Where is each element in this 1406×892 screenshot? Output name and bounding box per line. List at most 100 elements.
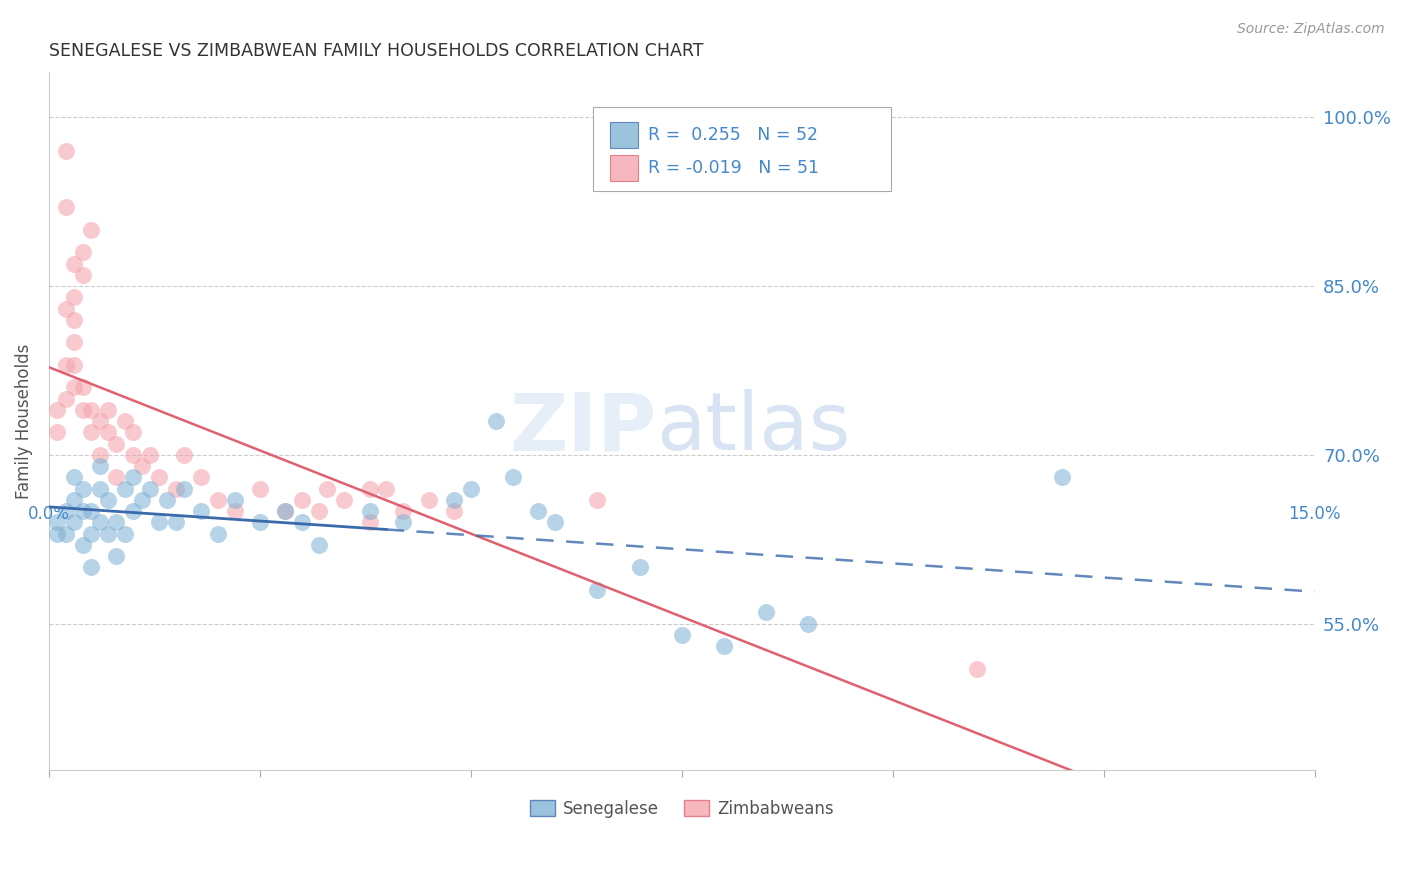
Point	[308, 504, 330, 518]
Point	[97, 493, 120, 508]
Point	[308, 538, 330, 552]
Point	[72, 538, 94, 552]
Point	[89, 482, 111, 496]
Point	[89, 459, 111, 474]
Point	[224, 493, 246, 508]
Point	[114, 414, 136, 428]
Text: SENEGALESE VS ZIMBABWEAN FAMILY HOUSEHOLDS CORRELATION CHART: SENEGALESE VS ZIMBABWEAN FAMILY HOUSEHOL…	[49, 42, 703, 60]
Point	[80, 223, 103, 237]
Point	[97, 403, 120, 417]
Point	[63, 470, 86, 484]
Point	[55, 201, 77, 215]
Point	[139, 448, 162, 462]
Point	[105, 516, 128, 530]
FancyBboxPatch shape	[593, 107, 890, 191]
Point	[97, 526, 120, 541]
Point	[502, 470, 524, 484]
Point	[122, 425, 145, 440]
Point	[392, 504, 415, 518]
Point	[105, 436, 128, 450]
Point	[80, 504, 103, 518]
Point	[165, 482, 187, 496]
Point	[148, 516, 170, 530]
Point	[131, 459, 153, 474]
Point	[249, 516, 271, 530]
Point	[628, 560, 651, 574]
Point	[63, 290, 86, 304]
Point	[671, 628, 693, 642]
Point	[586, 582, 609, 597]
Point	[55, 392, 77, 406]
Point	[148, 470, 170, 484]
Point	[105, 470, 128, 484]
Point	[89, 414, 111, 428]
Point	[63, 257, 86, 271]
Point	[72, 504, 94, 518]
Point	[114, 482, 136, 496]
Point	[173, 482, 195, 496]
Point	[1050, 470, 1073, 484]
Point	[274, 504, 297, 518]
Point	[72, 380, 94, 394]
Point	[544, 516, 567, 530]
Text: R =  0.255   N = 52: R = 0.255 N = 52	[648, 126, 818, 145]
Point	[190, 504, 212, 518]
Point	[207, 526, 229, 541]
Bar	[610, 154, 637, 181]
Point	[713, 639, 735, 653]
Point	[460, 482, 482, 496]
Point	[97, 425, 120, 440]
Point	[207, 493, 229, 508]
Y-axis label: Family Households: Family Households	[15, 343, 32, 499]
Point	[375, 482, 398, 496]
Point	[55, 504, 77, 518]
Point	[485, 414, 508, 428]
Point	[755, 606, 778, 620]
Point	[392, 516, 415, 530]
Point	[418, 493, 440, 508]
Point	[122, 448, 145, 462]
Bar	[610, 122, 637, 148]
Point	[89, 448, 111, 462]
Point	[443, 493, 465, 508]
Point	[359, 482, 381, 496]
Point	[72, 403, 94, 417]
Point	[359, 504, 381, 518]
Point	[55, 301, 77, 316]
Text: 15.0%: 15.0%	[1288, 505, 1341, 523]
Text: 0.0%: 0.0%	[28, 505, 70, 523]
Point	[316, 482, 339, 496]
Point	[46, 516, 69, 530]
Point	[105, 549, 128, 564]
Point	[443, 504, 465, 518]
Point	[89, 516, 111, 530]
Point	[190, 470, 212, 484]
Point	[156, 493, 179, 508]
Point	[139, 482, 162, 496]
Point	[80, 425, 103, 440]
Text: R = -0.019   N = 51: R = -0.019 N = 51	[648, 159, 818, 177]
Point	[55, 358, 77, 372]
Legend: Senegalese, Zimbabweans: Senegalese, Zimbabweans	[523, 793, 841, 824]
Point	[131, 493, 153, 508]
Point	[122, 504, 145, 518]
Point	[80, 403, 103, 417]
Point	[359, 516, 381, 530]
Point	[797, 616, 820, 631]
Point	[55, 144, 77, 158]
Point	[80, 526, 103, 541]
Point	[63, 358, 86, 372]
Point	[72, 482, 94, 496]
Point	[114, 526, 136, 541]
Text: atlas: atlas	[657, 389, 851, 467]
Point	[72, 268, 94, 282]
Point	[72, 245, 94, 260]
Point	[55, 526, 77, 541]
Point	[333, 493, 356, 508]
Point	[63, 313, 86, 327]
Point	[63, 516, 86, 530]
Point	[63, 335, 86, 350]
Point	[46, 403, 69, 417]
Point	[46, 425, 69, 440]
Point	[291, 516, 314, 530]
